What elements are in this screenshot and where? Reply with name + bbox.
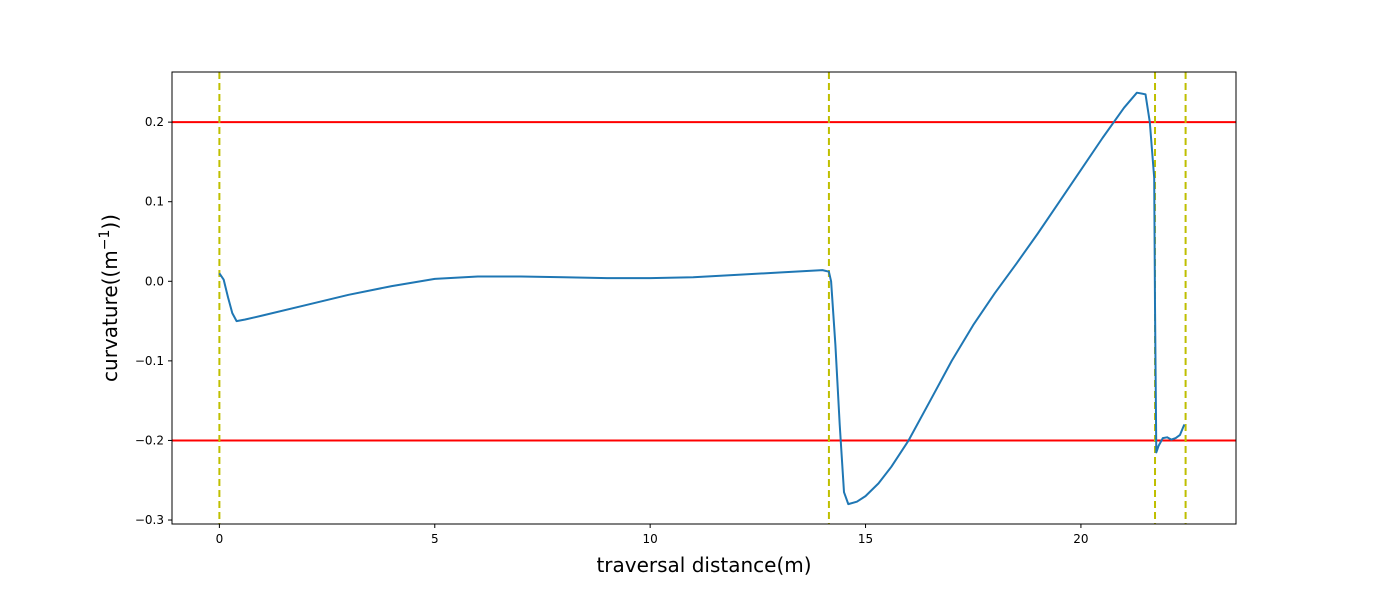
series-layer: [218, 91, 1186, 506]
y-tick-label: −0.2: [135, 433, 164, 447]
x-tick-label: 20: [1073, 532, 1088, 546]
plot-frame: [171, 71, 1237, 525]
y-tick-label: 0.1: [145, 195, 164, 209]
x-tick-label: 10: [643, 532, 658, 546]
x-axis-label: traversal distance(m): [596, 553, 811, 577]
threshold-lines: [172, 121, 1236, 442]
curvature-series-line: [218, 91, 1186, 506]
x-tick-label: 5: [431, 532, 439, 546]
y-axis-label: curvature((m−1)): [97, 214, 122, 382]
y-tick-label: −0.3: [135, 513, 164, 527]
y-axis-label-suffix: )): [98, 214, 122, 230]
x-tick-label: 0: [216, 532, 224, 546]
y-axis-label-prefix: curvature((m: [98, 250, 122, 382]
y-tick-label: 0.2: [145, 115, 164, 129]
y-tick-label: 0.0: [145, 274, 164, 288]
x-axis-ticks: 0 5 10 15 20: [216, 524, 1089, 546]
y-axis-label-superscript: −1: [97, 230, 113, 251]
segment-boundary-lines: [218, 72, 1187, 524]
x-tick-label: 15: [858, 532, 873, 546]
y-axis-ticks: −0.3 −0.2 −0.1 0.0 0.1 0.2: [135, 115, 172, 527]
y-tick-label: −0.1: [135, 354, 164, 368]
